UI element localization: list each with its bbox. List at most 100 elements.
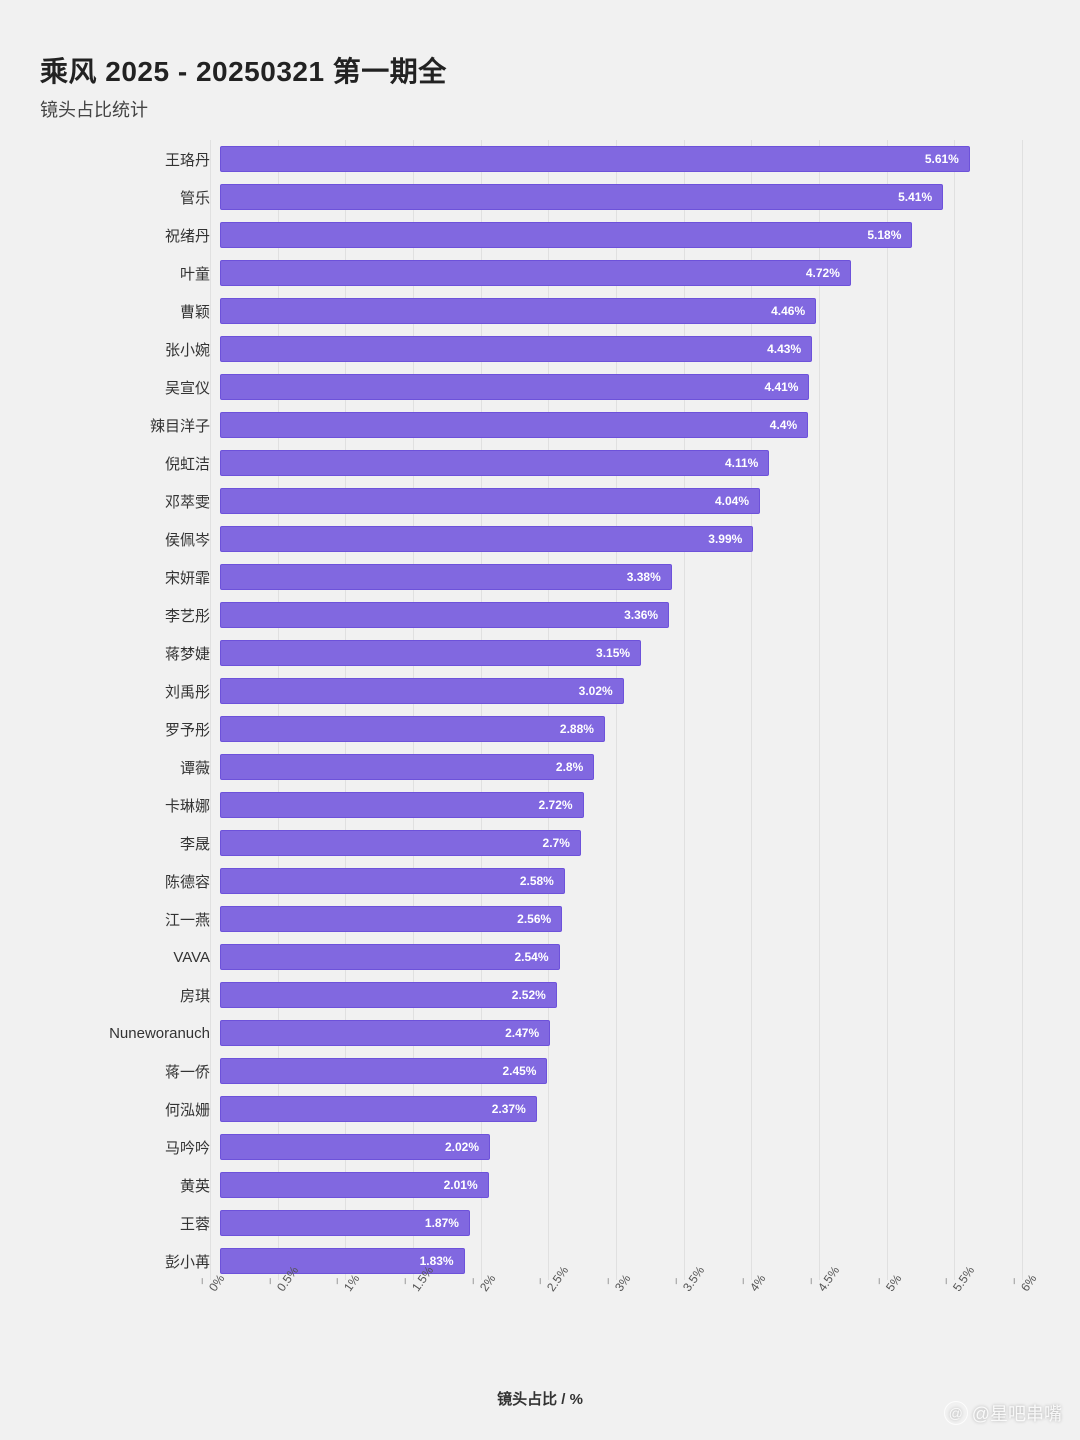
bar: 2.56% [220, 906, 562, 932]
bar: 2.37% [220, 1096, 537, 1122]
bar: 2.01% [220, 1172, 489, 1198]
y-axis-label: 辣目洋子 [40, 415, 220, 436]
bar-track: 2.7% [220, 824, 1022, 862]
y-axis-label: 房琪 [40, 985, 220, 1006]
y-axis-label: 管乐 [40, 187, 220, 208]
bar-row: 马吟吟 2.02% [40, 1128, 1040, 1166]
y-axis-label: 宋妍霏 [40, 567, 220, 588]
y-axis-label: 叶童 [40, 263, 220, 284]
bar-chart: 王珞丹5.61%管乐5.41%祝绪丹5.18%叶童4.72%曹颖4.46%张小婉… [40, 140, 1040, 1409]
bar-row: 邓萃雯 4.04% [40, 482, 1040, 520]
bar-row: 张小婉4.43% [40, 330, 1040, 368]
bar-row: 祝绪丹5.18% [40, 216, 1040, 254]
page-subtitle: 镜头占比统计 [40, 96, 1040, 122]
y-axis-label: VAVA [40, 949, 220, 966]
bar-track: 3.99% [220, 520, 1022, 558]
bar: 4.72% [220, 260, 851, 286]
bar: 4.46% [220, 298, 816, 324]
bar: 2.54% [220, 944, 560, 970]
bar-track: 2.02% [220, 1128, 1022, 1166]
bar: 4.43% [220, 336, 812, 362]
bar-value-label: 2.7% [543, 836, 570, 850]
bar-value-label: 4.41% [764, 380, 798, 394]
y-axis-label: 祝绪丹 [40, 225, 220, 246]
bar-value-label: 2.02% [445, 1140, 479, 1154]
bar-row: 卡琳娜 2.72% [40, 786, 1040, 824]
bar-track: 2.01% [220, 1166, 1022, 1204]
bar-value-label: 4.4% [770, 418, 797, 432]
bar: 1.87% [220, 1210, 470, 1236]
y-axis-label: 张小婉 [40, 339, 220, 360]
bar-value-label: 2.88% [560, 722, 594, 736]
bar-row: 李艺彤 3.36% [40, 596, 1040, 634]
bar-value-label: 4.72% [806, 266, 840, 280]
bar-value-label: 3.99% [708, 532, 742, 546]
bar-track: 3.38% [220, 558, 1022, 596]
y-axis-label: 黄英 [40, 1175, 220, 1196]
bar-value-label: 3.02% [579, 684, 613, 698]
bar-value-label: 2.8% [556, 760, 583, 774]
bar-track: 2.54% [220, 938, 1022, 976]
chart-page: 乘风 2025 - 20250321 第一期全 镜头占比统计 王珞丹5.61%管… [0, 0, 1080, 1440]
y-axis-label: 邓萃雯 [40, 491, 220, 512]
bar-row: 王珞丹 5.61% [40, 140, 1040, 178]
bar-track: 2.72% [220, 786, 1022, 824]
bar: 2.58% [220, 868, 565, 894]
x-axis: 0%0.5%1%1.5%2%2.5%3%3.5%4%4.5%5%5.5%6% [210, 1286, 1022, 1336]
bar-row: 王蓉1.87% [40, 1204, 1040, 1242]
bar-row: 罗予彤2.88% [40, 710, 1040, 748]
bar: 2.02% [220, 1134, 490, 1160]
bar-track: 4.11% [220, 444, 1022, 482]
bar-rows: 王珞丹5.61%管乐5.41%祝绪丹5.18%叶童4.72%曹颖4.46%张小婉… [40, 140, 1040, 1280]
bar-track: 3.36% [220, 596, 1022, 634]
bar-track: 2.8% [220, 748, 1022, 786]
bar-value-label: 2.72% [539, 798, 573, 812]
bar-row: 蒋一侨2.45% [40, 1052, 1040, 1090]
bar-track: 2.58% [220, 862, 1022, 900]
bar-value-label: 1.87% [425, 1216, 459, 1230]
bar-row: 江一燕2.56% [40, 900, 1040, 938]
bar-row: 黄英 2.01% [40, 1166, 1040, 1204]
x-axis-label: 镜头占比 / % [40, 1388, 1040, 1409]
bar-row: VAVA2.54% [40, 938, 1040, 976]
bar-value-label: 2.45% [502, 1064, 536, 1078]
y-axis-label: 谭薇 [40, 757, 220, 778]
bar: 3.15% [220, 640, 641, 666]
bar-row: 谭薇 2.8% [40, 748, 1040, 786]
bar: 2.8% [220, 754, 594, 780]
bar-track: 4.43% [220, 330, 1022, 368]
bar-row: 房琪2.52% [40, 976, 1040, 1014]
bar-row: 何泓姗2.37% [40, 1090, 1040, 1128]
watermark-text: @星吧串嘴 [972, 1400, 1062, 1426]
bar-value-label: 3.15% [596, 646, 630, 660]
bar: 4.04% [220, 488, 760, 514]
y-axis-label: 马吟吟 [40, 1137, 220, 1158]
bar-value-label: 4.04% [715, 494, 749, 508]
bar-track: 2.56% [220, 900, 1022, 938]
bar-track: 2.52% [220, 976, 1022, 1014]
bar-value-label: 5.61% [925, 152, 959, 166]
bar-value-label: 3.36% [624, 608, 658, 622]
bar: 2.52% [220, 982, 557, 1008]
y-axis-label: 卡琳娜 [40, 795, 220, 816]
y-axis-label: 李艺彤 [40, 605, 220, 626]
bar-track: 4.4% [220, 406, 1022, 444]
bar-value-label: 2.37% [492, 1102, 526, 1116]
y-axis-label: 曹颖 [40, 301, 220, 322]
bar-track: 4.46% [220, 292, 1022, 330]
y-axis-label: 吴宣仪 [40, 377, 220, 398]
y-axis-label: 蒋梦婕 [40, 643, 220, 664]
bar-row: 叶童 4.72% [40, 254, 1040, 292]
bar-row: 李晟2.7% [40, 824, 1040, 862]
bar-track: 5.18% [220, 216, 1022, 254]
bar-track: 2.37% [220, 1090, 1022, 1128]
bar: 2.47% [220, 1020, 550, 1046]
bar-track: 3.02% [220, 672, 1022, 710]
bar-row: 侯佩岑3.99% [40, 520, 1040, 558]
bar-value-label: 2.01% [444, 1178, 478, 1192]
y-axis-label: 王珞丹 [40, 149, 220, 170]
bar-track: 4.04% [220, 482, 1022, 520]
y-axis-label: 江一燕 [40, 909, 220, 930]
bar: 2.72% [220, 792, 584, 818]
bar-track: 3.15% [220, 634, 1022, 672]
